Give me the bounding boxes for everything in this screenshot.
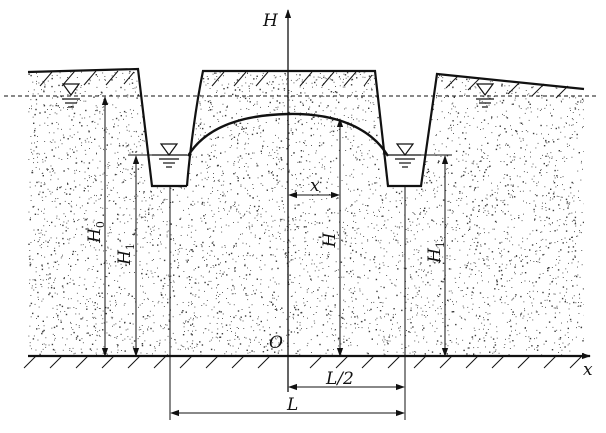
h1-right-label: H1 [425, 241, 447, 264]
water-marker-left-ditch [159, 143, 179, 168]
h-mid-label: H [320, 231, 340, 248]
water-marker-left-field [61, 83, 81, 108]
x-axis-label: x [583, 360, 593, 380]
half-length-label: L/2 [325, 369, 354, 389]
h1-left-label: H1 [115, 243, 137, 266]
base-hatch [23, 355, 583, 369]
h0-label: H0 [85, 221, 107, 244]
h-axis-label: H [262, 11, 279, 31]
x-dimension-label: x [310, 176, 320, 196]
water-marker-right-field [475, 83, 495, 108]
water-marker-right-ditch [395, 143, 415, 168]
length-label: L [286, 395, 298, 415]
soil-stipple [28, 70, 584, 356]
ground-hatch-top [39, 70, 569, 99]
ground-surface-middle [185, 69, 585, 188]
origin-label: O [269, 333, 283, 353]
